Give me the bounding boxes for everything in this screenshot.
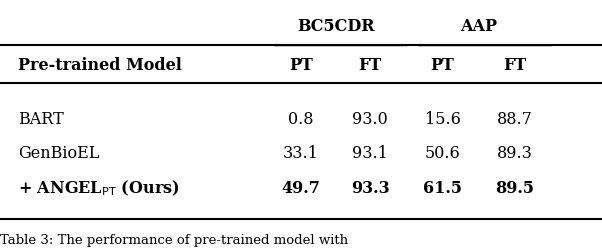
Text: 89.5: 89.5 bbox=[495, 180, 534, 197]
Text: 93.0: 93.0 bbox=[352, 111, 388, 127]
Text: 49.7: 49.7 bbox=[282, 180, 320, 197]
Text: Table 3: The performance of pre-trained model with: Table 3: The performance of pre-trained … bbox=[0, 234, 348, 247]
Text: Pre-trained Model: Pre-trained Model bbox=[18, 57, 182, 74]
Text: GenBioEL: GenBioEL bbox=[18, 145, 99, 162]
Text: + ANGEL$_{\mathrm{PT}}$ (Ours): + ANGEL$_{\mathrm{PT}}$ (Ours) bbox=[18, 179, 179, 198]
Text: PT: PT bbox=[289, 57, 313, 74]
Text: 93.3: 93.3 bbox=[351, 180, 389, 197]
Text: 88.7: 88.7 bbox=[497, 111, 533, 127]
Text: BART: BART bbox=[18, 111, 64, 127]
Text: AAP: AAP bbox=[460, 18, 497, 34]
Text: FT: FT bbox=[359, 57, 382, 74]
Text: FT: FT bbox=[503, 57, 526, 74]
Text: 0.8: 0.8 bbox=[288, 111, 314, 127]
Text: 61.5: 61.5 bbox=[423, 180, 462, 197]
Text: 33.1: 33.1 bbox=[283, 145, 319, 162]
Text: 89.3: 89.3 bbox=[497, 145, 533, 162]
Text: 15.6: 15.6 bbox=[424, 111, 461, 127]
Text: BC5CDR: BC5CDR bbox=[297, 18, 374, 34]
Text: PT: PT bbox=[430, 57, 455, 74]
Text: 93.1: 93.1 bbox=[352, 145, 388, 162]
Text: 50.6: 50.6 bbox=[424, 145, 461, 162]
